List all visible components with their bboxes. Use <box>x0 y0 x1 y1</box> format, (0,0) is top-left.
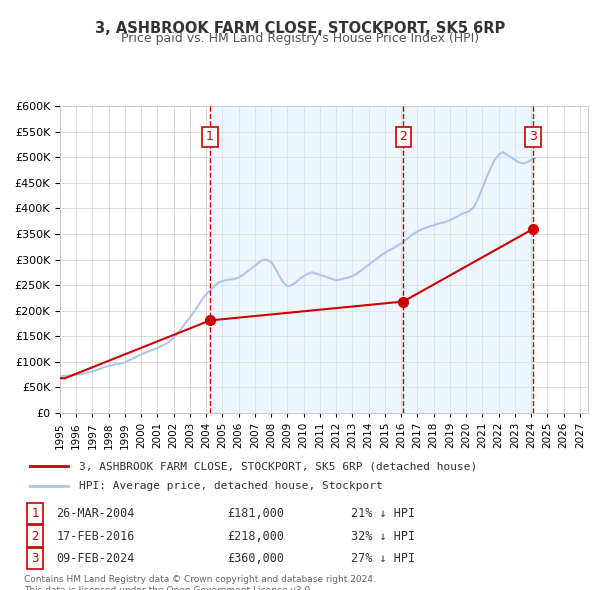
Text: Price paid vs. HM Land Registry's House Price Index (HPI): Price paid vs. HM Land Registry's House … <box>121 32 479 45</box>
Bar <box>403 106 533 413</box>
Bar <box>210 106 403 413</box>
Text: 26-MAR-2004: 26-MAR-2004 <box>56 507 135 520</box>
Text: 09-FEB-2024: 09-FEB-2024 <box>56 552 135 565</box>
Text: 27% ↓ HPI: 27% ↓ HPI <box>351 552 415 565</box>
Text: £181,000: £181,000 <box>227 507 284 520</box>
Text: 3: 3 <box>31 552 39 565</box>
Text: 1: 1 <box>31 507 39 520</box>
Text: 17-FEB-2016: 17-FEB-2016 <box>56 530 135 543</box>
Text: 3: 3 <box>529 130 537 143</box>
Text: 3, ASHBROOK FARM CLOSE, STOCKPORT, SK5 6RP: 3, ASHBROOK FARM CLOSE, STOCKPORT, SK5 6… <box>95 21 505 35</box>
Text: 2: 2 <box>31 530 39 543</box>
Text: 3, ASHBROOK FARM CLOSE, STOCKPORT, SK5 6RP (detached house): 3, ASHBROOK FARM CLOSE, STOCKPORT, SK5 6… <box>79 461 478 471</box>
Text: 21% ↓ HPI: 21% ↓ HPI <box>351 507 415 520</box>
Text: 32% ↓ HPI: 32% ↓ HPI <box>351 530 415 543</box>
Text: HPI: Average price, detached house, Stockport: HPI: Average price, detached house, Stoc… <box>79 481 383 491</box>
Text: £218,000: £218,000 <box>227 530 284 543</box>
Text: 2: 2 <box>400 130 407 143</box>
Text: £360,000: £360,000 <box>227 552 284 565</box>
Text: 1: 1 <box>206 130 214 143</box>
Text: Contains HM Land Registry data © Crown copyright and database right 2024.
This d: Contains HM Land Registry data © Crown c… <box>24 575 376 590</box>
